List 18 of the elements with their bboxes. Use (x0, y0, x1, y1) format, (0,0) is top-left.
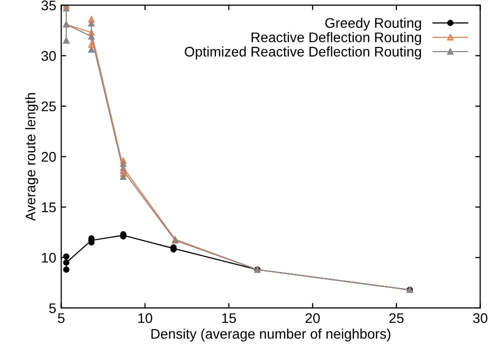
y-tick-label: 20 (42, 152, 56, 162)
x-tick-label: 25 (389, 313, 404, 324)
x-tick-label: 5 (58, 313, 65, 324)
x-tick-label: 20 (306, 313, 320, 324)
legend-label: Reactive Deflection Routing (252, 32, 421, 46)
legend-label: Optimized Reactive Deflection Routing (184, 46, 421, 60)
x-tick-label: 15 (222, 313, 236, 324)
y-tick-label: 30 (41, 51, 56, 61)
y-tick-label: 10 (42, 252, 56, 263)
y-tick-label: 15 (42, 202, 56, 212)
y-axis-title: Average route length (25, 93, 38, 221)
x-axis-title: Density (average number of neighbors) (151, 328, 390, 342)
y-tick-label: 25 (42, 101, 56, 112)
y-tick-label: 5 (49, 303, 56, 314)
y-tick-label: 35 (41, 0, 56, 10)
x-tick-label: 30 (473, 313, 488, 324)
x-tick-label: 10 (138, 313, 152, 324)
legend-label: Greedy Routing (325, 18, 421, 31)
